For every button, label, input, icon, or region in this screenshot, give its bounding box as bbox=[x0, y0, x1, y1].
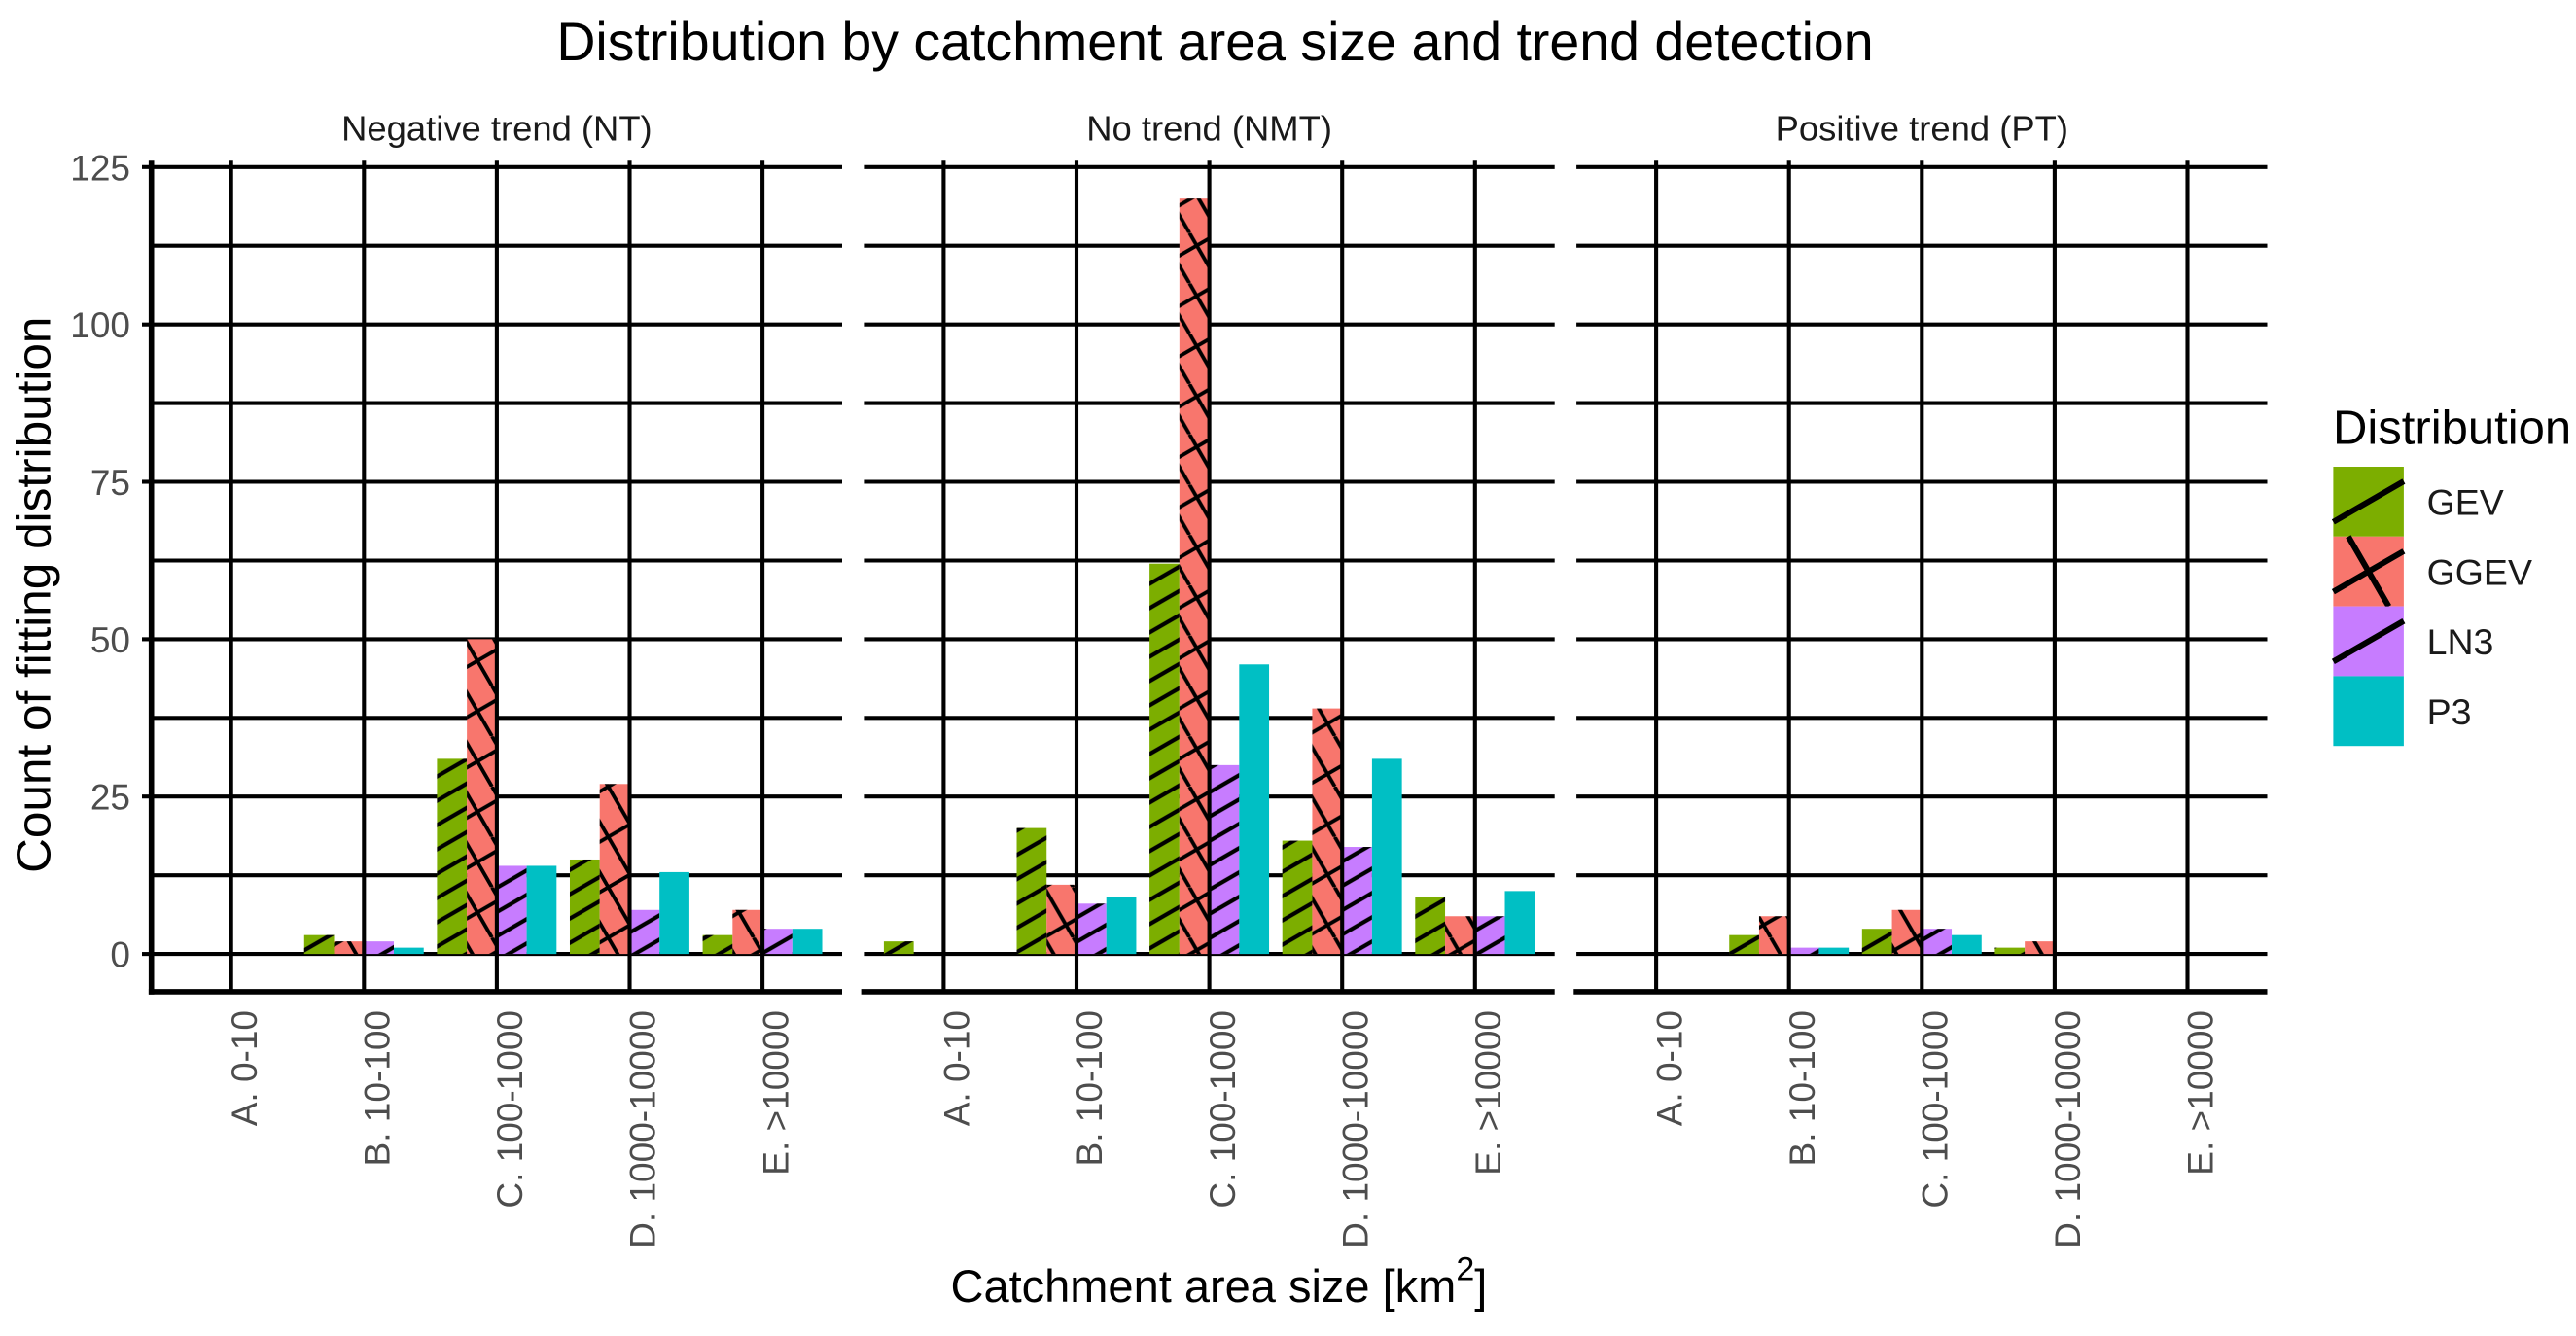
svg-text:Positive trend (PT): Positive trend (PT) bbox=[1776, 108, 2068, 148]
svg-text:GGEV: GGEV bbox=[2427, 551, 2532, 592]
svg-text:0: 0 bbox=[110, 935, 130, 975]
svg-text:E. >10000: E. >10000 bbox=[756, 1010, 795, 1176]
svg-text:C. 100-1000: C. 100-1000 bbox=[490, 1010, 530, 1209]
svg-text:E. >10000: E. >10000 bbox=[2181, 1010, 2221, 1176]
svg-text:D. 1000-10000: D. 1000-10000 bbox=[623, 1010, 663, 1248]
svg-text:50: 50 bbox=[90, 620, 130, 660]
svg-text:A. 0-10: A. 0-10 bbox=[937, 1010, 977, 1126]
svg-text:E. >10000: E. >10000 bbox=[1468, 1010, 1508, 1176]
svg-text:No trend (NMT): No trend (NMT) bbox=[1086, 108, 1332, 148]
svg-text:LN3: LN3 bbox=[2427, 621, 2494, 662]
svg-text:75: 75 bbox=[90, 463, 130, 503]
svg-text:B. 10-100: B. 10-100 bbox=[1070, 1010, 1110, 1166]
svg-text:Distribution by catchment area: Distribution by catchment area size and … bbox=[556, 12, 1873, 72]
svg-text:Count of fitting distribution: Count of fitting distribution bbox=[7, 317, 60, 873]
svg-text:A. 0-10: A. 0-10 bbox=[225, 1010, 265, 1126]
svg-text:C. 100-1000: C. 100-1000 bbox=[1203, 1010, 1243, 1209]
svg-text:P3: P3 bbox=[2427, 691, 2472, 732]
svg-text:125: 125 bbox=[70, 148, 130, 188]
svg-text:C. 100-1000: C. 100-1000 bbox=[1916, 1010, 1956, 1209]
svg-text:100: 100 bbox=[70, 305, 130, 345]
svg-text:A. 0-10: A. 0-10 bbox=[1649, 1010, 1689, 1126]
svg-text:B. 10-100: B. 10-100 bbox=[358, 1010, 398, 1166]
svg-text:Negative trend (NT): Negative trend (NT) bbox=[341, 108, 653, 148]
svg-text:GEV: GEV bbox=[2427, 482, 2504, 523]
svg-text:25: 25 bbox=[90, 778, 130, 818]
svg-text:Distribution: Distribution bbox=[2333, 403, 2571, 455]
svg-text:D. 1000-10000: D. 1000-10000 bbox=[1335, 1010, 1375, 1248]
svg-text:D. 1000-10000: D. 1000-10000 bbox=[2048, 1010, 2088, 1248]
svg-text:Catchment area size [km2]: Catchment area size [km2] bbox=[951, 1251, 1488, 1313]
svg-text:B. 10-100: B. 10-100 bbox=[1782, 1010, 1822, 1166]
